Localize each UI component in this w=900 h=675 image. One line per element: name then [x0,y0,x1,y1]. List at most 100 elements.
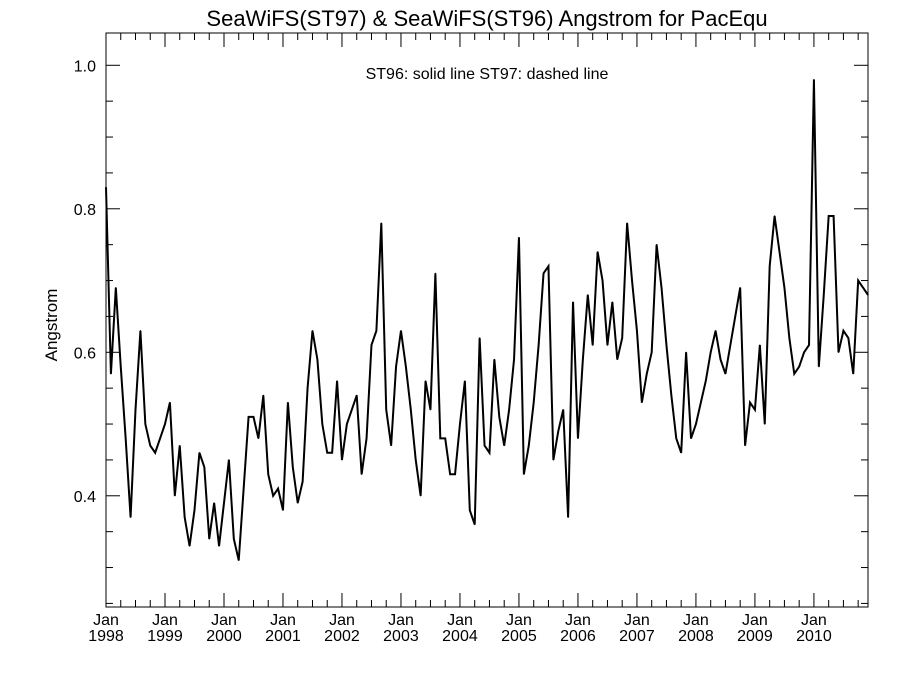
data-point [493,358,495,361]
data-point [316,358,318,361]
data-point [847,337,849,339]
data-point [370,344,373,346]
x-tick-label-month: Jan [683,612,709,629]
data-point [621,337,623,339]
data-point [754,409,756,411]
data-point [592,344,594,346]
data-point [188,545,191,547]
data-point [159,437,161,439]
data-point [169,401,171,404]
data-point [813,79,815,81]
data-point [420,495,422,497]
data-point [744,444,746,447]
data-point [395,366,397,368]
data-point [306,387,309,389]
data-point [488,452,491,454]
y-axis-ticks: 0.4 0.6 0.8 1.0 [74,58,868,604]
data-point [788,337,790,339]
data-point [351,409,353,411]
x-tick-label-year: 2000 [206,628,242,645]
data-point [503,444,505,447]
data-point [415,459,417,461]
data-point [479,337,481,339]
series-group [105,79,869,561]
data-point [705,380,707,382]
data-point [862,287,864,289]
data-point [120,366,122,368]
data-point [223,502,225,504]
x-tick-label-year: 2004 [442,628,478,645]
data-point [208,538,210,540]
x-tick-label-year: 1998 [88,628,124,645]
x-tick-label-year: 2002 [324,628,360,645]
data-point [287,401,289,404]
data-point [724,373,727,375]
data-point [105,186,107,188]
data-point [228,459,230,461]
data-point [606,344,609,346]
x-tick-label-month: Jan [152,612,178,629]
data-point [144,423,146,425]
data-point [213,502,215,504]
data-point [164,423,166,425]
data-point [597,251,599,253]
data-point [267,473,269,475]
data-point [823,294,825,296]
data-point [631,279,633,282]
data-point [572,301,574,303]
data-point [375,330,377,332]
data-point [272,495,274,497]
data-point [528,444,530,447]
data-point [557,430,559,432]
data-point [734,315,736,318]
chart-title: SeaWiFS(ST97) & SeaWiFS(ST96) Angstrom f… [206,6,767,31]
x-tick-label-month: Jan [93,612,119,629]
data-point [695,423,697,425]
x-tick-label-year: 2006 [560,628,596,645]
data-point [818,366,820,368]
data-point [429,409,432,411]
data-point [282,509,284,511]
data-point [587,294,589,296]
data-point [410,409,412,411]
y-tick-label: 0.4 [74,489,96,506]
data-point [665,344,668,346]
x-tick-label-year: 2001 [265,628,301,645]
data-point [292,466,294,468]
data-point [400,330,402,332]
data-point [474,523,476,526]
data-point [523,473,525,475]
data-point [341,459,343,461]
data-point [454,473,456,475]
data-point [729,344,731,346]
data-point [243,488,245,490]
data-point [115,287,117,289]
data-point [808,344,810,346]
data-point [198,452,201,454]
data-point [356,394,358,396]
data-point [641,401,643,404]
data-point [459,423,461,425]
x-tick-label-year: 2010 [796,628,832,645]
data-point [651,351,653,353]
data-point [542,272,545,274]
data-point [842,330,845,332]
data-point [798,366,800,368]
data-point [636,330,638,332]
x-tick-label-month: Jan [801,612,827,629]
data-point [749,401,751,404]
data-point [552,459,554,461]
line-style-annotation: ST96: solid line ST97: dashed line [366,66,609,83]
data-point [675,437,677,439]
data-point [390,444,392,447]
data-point [739,287,741,289]
y-tick-label: 0.6 [74,345,96,362]
data-point [828,215,830,217]
data-point [656,244,658,246]
y-tick-label: 1.0 [74,58,96,75]
data-point [518,236,520,239]
data-point [769,265,771,267]
data-point [174,495,176,497]
data-point [346,423,348,425]
x-tick-label-month: Jan [624,612,650,629]
